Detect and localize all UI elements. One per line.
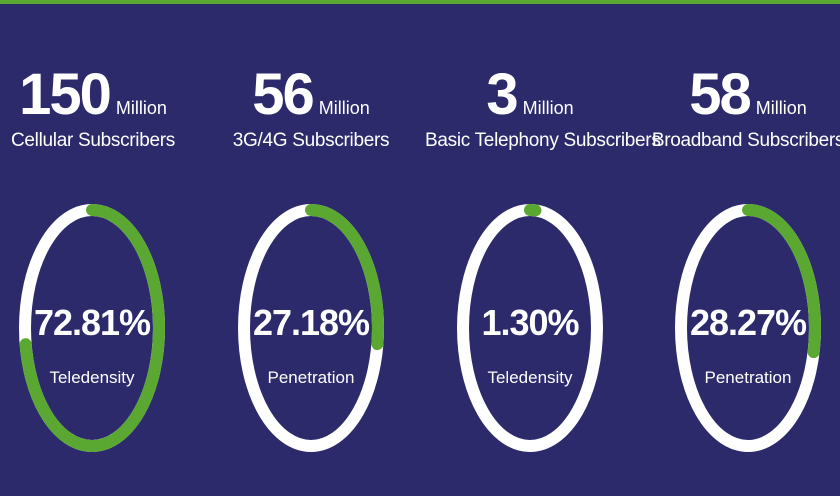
gauge-percent: 72.81% [33,302,151,343]
stat-headline: 3 Million [486,66,573,124]
stat-unit: Million [522,98,574,118]
stat-unit: Million [755,98,807,118]
stat-headline: 58 Million [689,66,807,124]
stat-number: 3 [486,62,518,127]
gauge-progress-arc [305,204,384,351]
stat-label: 3G/4G Subscribers [232,130,390,151]
stat-3g4g: 56 Million 3G/4G Subscribers [206,66,416,152]
stat-label: Basic Telephony Subscribers [425,130,661,151]
gauge-basic-telephony: 1.30% Teledensity [455,202,605,454]
gauge-progress-arc [19,204,166,452]
gauge-metric-label: Teledensity [487,368,573,387]
gauge-ring [238,204,384,452]
gauge-percent: 28.27% [689,302,807,343]
stat-unit: Million [318,98,370,118]
stat-label: Cellular Subscribers [10,130,175,151]
stat-broadband: 58 Million Broadband Subscribers [643,66,840,152]
stat-headline: 56 Million [252,66,370,124]
gauge-progress-arc [742,204,822,359]
stat-number: 150 [19,62,112,127]
gauge-ring [19,204,166,452]
stat-number: 58 [689,62,751,127]
gauge-ring [675,204,822,452]
stat-unit: Million [115,98,167,118]
stat-headline: 150 Million [19,66,167,124]
gauge-broadband: 28.27% Penetration [673,202,823,454]
gauge-metric-label: Penetration [704,368,792,387]
gauge-ring [457,204,603,452]
gauge-metric-label: Teledensity [49,368,135,387]
gauge-metric-label: Penetration [267,368,355,387]
stat-number: 56 [252,62,314,127]
gauge-cellular: 72.81% Teledensity [17,202,167,454]
gauge-percent: 1.30% [481,302,579,343]
gauge-3g4g: 27.18% Penetration [236,202,386,454]
stat-label: Broadband Subscribers [651,130,840,151]
stat-basic-telephony: 3 Million Basic Telephony Subscribers [425,66,661,152]
gauge-percent: 27.18% [252,302,370,343]
stat-cellular: 150 Million Cellular Subscribers [0,66,198,152]
